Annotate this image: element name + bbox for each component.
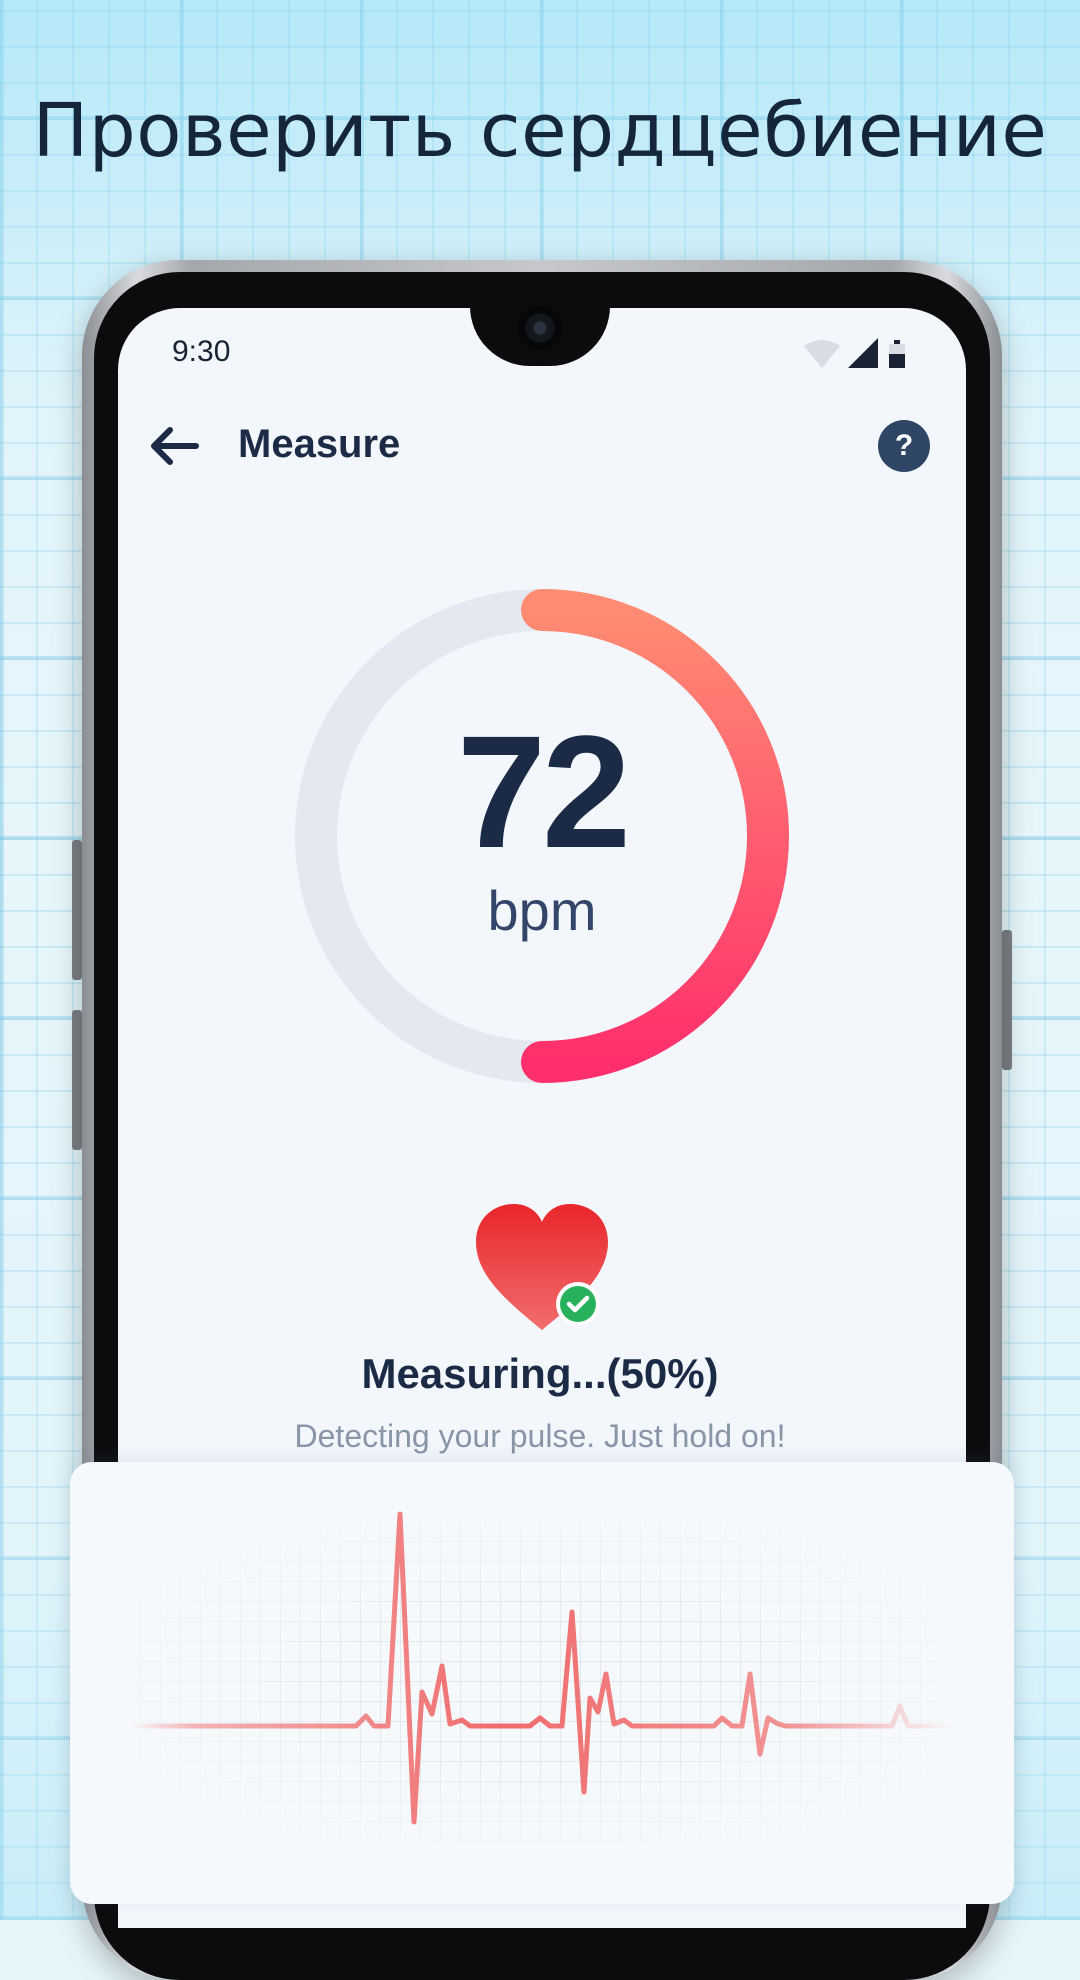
heart-rate-unit: bpm [487, 879, 597, 942]
status-icons [804, 338, 905, 368]
ecg-waveform [130, 1511, 954, 1825]
ecg-card [70, 1462, 1014, 1904]
wifi-icon [804, 340, 840, 368]
power-button [1002, 930, 1012, 1070]
heart-check-icon [476, 1204, 608, 1330]
check-badge-icon [556, 1282, 600, 1326]
gauge-progress-arc [521, 589, 789, 1083]
volume-down-button [72, 1010, 82, 1150]
front-camera [517, 305, 563, 351]
arrow-left-icon[interactable] [146, 424, 202, 468]
signal-icon [848, 338, 878, 368]
promo-headline: Проверить сердцебиение [32, 88, 1048, 174]
heart-rate-gauge [295, 589, 789, 1083]
battery-icon [889, 340, 905, 368]
status-time: 9:30 [172, 335, 231, 368]
measuring-hint: Detecting your pulse. Just hold on! [294, 1418, 786, 1454]
page-title: Measure [238, 422, 401, 466]
volume-up-button [72, 840, 82, 980]
ecg-grid [140, 1522, 940, 1842]
help-icon[interactable]: ? [878, 420, 930, 472]
heart-rate-value: 72 [457, 702, 631, 881]
measuring-status: Measuring...(50%) [361, 1350, 719, 1397]
